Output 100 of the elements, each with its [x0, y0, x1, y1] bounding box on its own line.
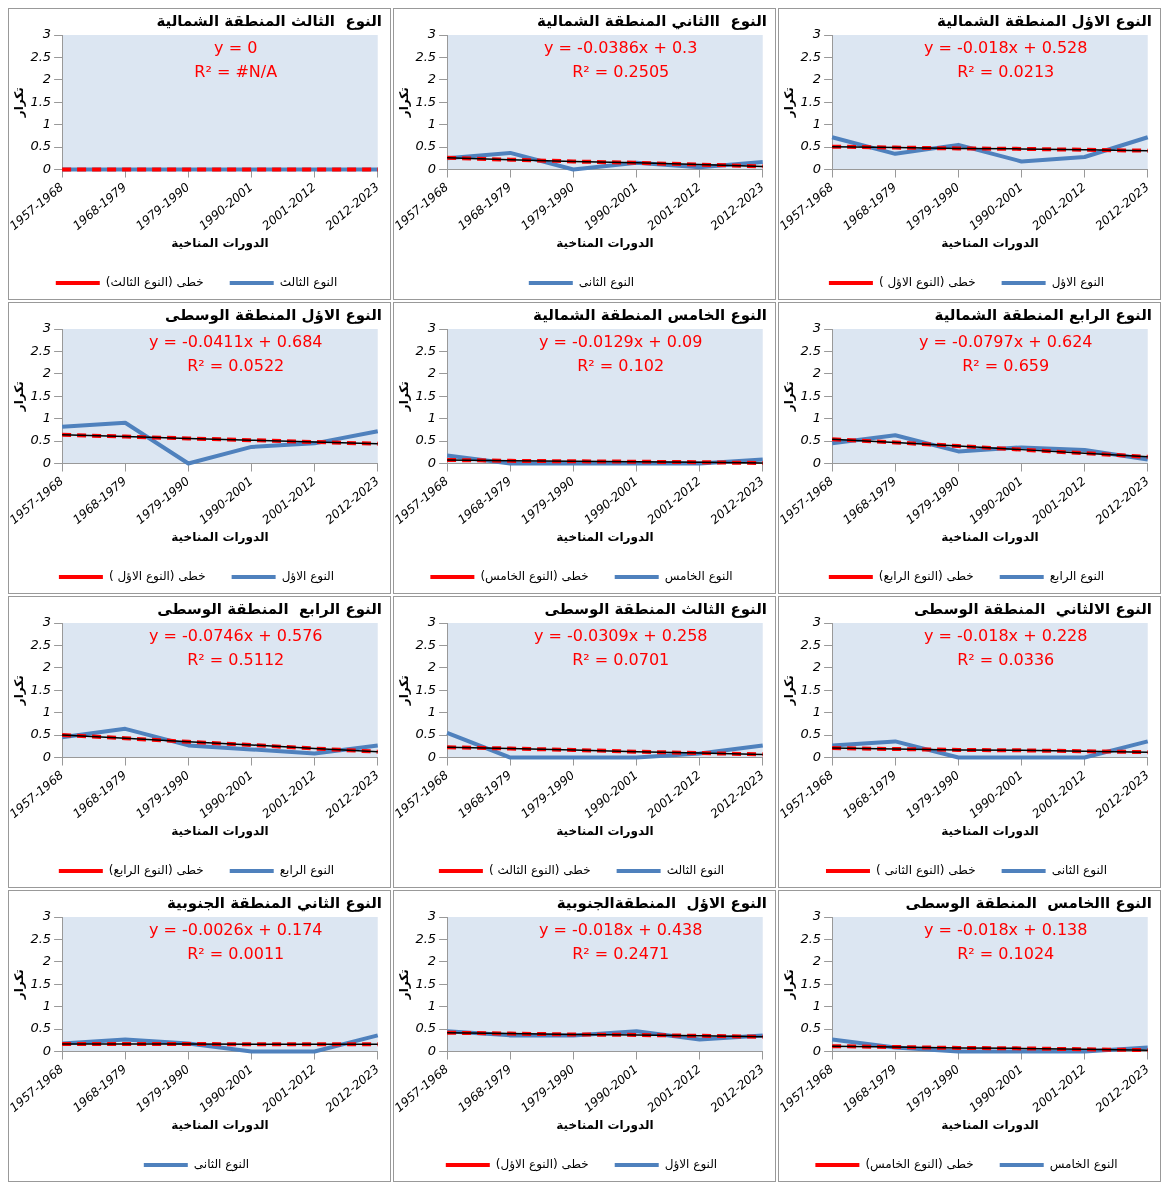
chart-title: النوع الاؤل المنطقةالجنوبية	[556, 893, 767, 912]
legend-label: النوع الرابع	[1049, 569, 1105, 585]
legend-label: خطى (النوع الثانى )	[875, 863, 976, 879]
y-tick-label: 0	[812, 454, 822, 470]
y-tick-label: 2	[812, 71, 822, 87]
y-tick-label: 0	[42, 454, 52, 470]
y-tick-label: 2	[42, 71, 52, 87]
y-tick-label: 0	[42, 160, 52, 176]
y-tick-label: 0.5	[415, 138, 437, 154]
y-tick-label: 1.5	[30, 387, 52, 403]
y-tick-label: 3	[42, 908, 52, 924]
y-tick-label: 2.5	[30, 342, 52, 358]
y-tick-label: 2.5	[30, 636, 52, 652]
chart-title: النوع الرابع المنطقة الشمالية	[934, 305, 1152, 324]
x-axis-title: الدورات المناخية	[556, 235, 654, 251]
annotation: R² = 0.659	[962, 356, 1050, 376]
y-tick-label: 3	[427, 614, 437, 630]
annotation: y = -0.018x + 0.438	[538, 920, 703, 940]
y-tick-label: 3	[427, 26, 437, 42]
y-tick-label: 3	[812, 908, 822, 924]
legend-label: النوع الثانى	[1051, 863, 1108, 879]
y-tick-label: 0	[42, 1042, 52, 1058]
y-tick-label: 1.5	[800, 681, 822, 697]
legend-label: خطى (النوع الاؤل )	[108, 569, 206, 585]
y-tick-label: 1	[42, 704, 52, 720]
annotation: y = -0.0026x + 0.174	[148, 920, 323, 940]
y-tick-label: 2.5	[415, 48, 437, 64]
y-axis-title: تكرار	[12, 381, 27, 413]
y-tick-label: 3	[812, 320, 822, 336]
y-tick-label: 1	[42, 410, 52, 426]
y-tick-label: 2.5	[30, 930, 52, 946]
y-tick-label: 1.5	[30, 93, 52, 109]
y-tick-label: 0.5	[800, 726, 822, 742]
chart-title: النوع الخامس المنطقة الشمالية	[533, 305, 767, 324]
legend-label: النوع الثالث	[279, 275, 338, 291]
y-tick-label: 1	[427, 116, 437, 132]
annotation: y = 0	[214, 38, 258, 58]
x-axis-title: الدورات المناخية	[171, 235, 269, 251]
y-tick-label: 0.5	[800, 1020, 822, 1036]
y-tick-label: 2.5	[415, 342, 437, 358]
annotation: R² = 0.1024	[957, 944, 1055, 964]
y-tick-label: 3	[42, 614, 52, 630]
annotation: y = -0.018x + 0.528	[923, 38, 1088, 58]
y-tick-label: 2	[427, 953, 437, 969]
y-tick-label: 1	[812, 704, 822, 720]
y-tick-label: 2	[427, 71, 437, 87]
legend-label: النوع الثانى	[193, 1157, 250, 1173]
y-tick-label: 2	[42, 365, 52, 381]
y-tick-label: 2	[427, 365, 437, 381]
y-tick-label: 2	[42, 953, 52, 969]
y-tick-label: 1.5	[800, 93, 822, 109]
y-tick-label: 0.5	[30, 726, 52, 742]
annotation: R² = 0.0213	[957, 62, 1055, 82]
y-axis-title: تكرار	[397, 969, 412, 1001]
annotation: R² = 0.102	[577, 356, 665, 376]
legend-label: خطى (النوع الخامس)	[480, 569, 589, 585]
y-tick-label: 0	[812, 748, 822, 764]
y-tick-label: 1	[812, 116, 822, 132]
y-tick-label: 1.5	[30, 975, 52, 991]
y-tick-label: 1.5	[415, 975, 437, 991]
y-tick-label: 2	[812, 953, 822, 969]
chart-title: النوع الاؤل المنطقة الشمالية	[937, 11, 1152, 30]
annotation: y = -0.0386x + 0.3	[544, 38, 698, 58]
x-axis-title: الدورات المناخية	[171, 1117, 269, 1133]
y-tick-label: 1	[427, 704, 437, 720]
y-axis-title: تكرار	[782, 87, 797, 119]
annotation: y = -0.0129x + 0.09	[538, 332, 703, 352]
legend-label: النوع الخامس	[664, 569, 733, 585]
y-axis-title: تكرار	[782, 969, 797, 1001]
annotation: R² = 0.5112	[187, 650, 285, 670]
y-tick-label: 0.5	[30, 1020, 52, 1036]
chart-title: النوع االخامس المنطقة الوسطى	[905, 893, 1152, 912]
y-tick-label: 3	[42, 26, 52, 42]
y-tick-label: 3	[812, 614, 822, 630]
annotation: y = -0.018x + 0.138	[923, 920, 1088, 940]
annotation: R² = 0.2505	[572, 62, 670, 82]
y-tick-label: 2.5	[800, 636, 822, 652]
chart-title: النوع الثالث المنطقة الوسطى	[544, 599, 767, 618]
legend-label: خطى (النوع الاؤل)	[495, 1157, 589, 1173]
chart-title: النوع االثاني المنطقة الشمالية	[537, 11, 767, 30]
legend-label: خطى (النوع الرابع)	[108, 863, 204, 879]
y-tick-label: 1	[42, 998, 52, 1014]
x-axis-title: الدورات المناخية	[941, 823, 1039, 839]
y-tick-label: 3	[427, 908, 437, 924]
y-tick-label: 2	[812, 365, 822, 381]
y-tick-label: 1	[42, 116, 52, 132]
legend-label: خطى (النوع الرابع)	[878, 569, 974, 585]
legend-label: النوع الرابع	[279, 863, 335, 879]
legend-label: خطى (النوع الثالث)	[105, 275, 204, 291]
chart-title: النوع الالثاني المنطقة الوسطى	[913, 599, 1152, 618]
x-axis-title: الدورات المناخية	[171, 823, 269, 839]
annotation: R² = 0.2471	[572, 944, 670, 964]
y-tick-label: 0	[427, 748, 437, 764]
chart-title: النوع الاؤل المنطقة الوسطى	[164, 305, 382, 324]
annotation: R² = 0.0336	[957, 650, 1055, 670]
y-tick-label: 1.5	[415, 681, 437, 697]
y-tick-label: 1.5	[415, 387, 437, 403]
y-tick-label: 2.5	[800, 930, 822, 946]
y-tick-label: 2.5	[800, 342, 822, 358]
x-axis-title: الدورات المناخية	[556, 529, 654, 545]
